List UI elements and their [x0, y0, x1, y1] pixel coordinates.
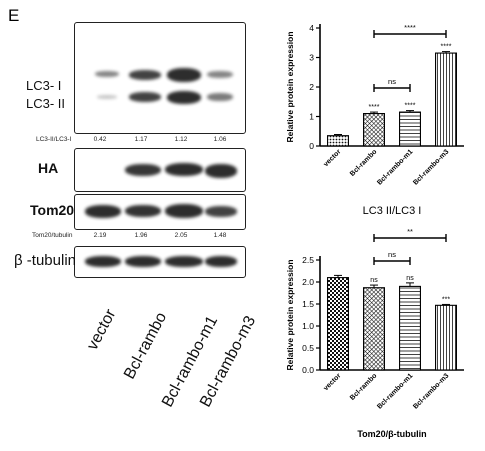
x-tick-label: Bcl-rambo-m3: [412, 372, 450, 410]
y-tick-label: 2.0: [302, 277, 314, 287]
ha-band-lane4: [205, 164, 237, 178]
bar: [327, 277, 349, 371]
x-tick-label: vector: [323, 372, 343, 392]
y-tick-label: 1: [309, 112, 314, 122]
lc3-i-label: LC3- I: [26, 78, 62, 93]
tom20-ratio-chart: 0.0 0.5 1.0 1.5 2.0 2.5 Relative protein expre…: [285, 228, 464, 439]
tubulin-band-lane2: [125, 256, 161, 267]
tom20-ratio-value: 2.19: [93, 232, 107, 239]
lc3-ii-band-lane4: [207, 93, 233, 101]
ha-label: HA: [38, 160, 59, 176]
ha-band-lane2: [125, 164, 161, 176]
panel-letter: E: [8, 6, 20, 25]
y-tick-label: 4: [309, 23, 314, 33]
x-tick-label: Bcl-rambo: [349, 148, 378, 177]
significance-label: ****: [441, 44, 452, 51]
tom20-ratio-label: Tom20/tubulin: [32, 232, 73, 239]
x-axis-label: Tom20/β-tubulin: [357, 429, 426, 439]
lane-label: vector: [84, 306, 120, 353]
y-axis-label: Relative protein expression: [285, 259, 295, 370]
x-tick-label: Bcl-rambo-m3: [412, 148, 450, 186]
y-axis-label: Relative protein expression: [285, 31, 295, 142]
tom20-band-lane3: [165, 204, 203, 218]
x-tick-label: Bcl-rambo: [349, 372, 378, 401]
lc3-ii-band-lane2: [129, 92, 161, 102]
y-tick-label: 0: [309, 141, 314, 151]
lane-label: Bcl-rambo: [121, 309, 171, 382]
tubulin-label: β -tubulin: [14, 252, 76, 269]
bar: [399, 285, 421, 371]
bar: [435, 52, 457, 147]
lc3-blot: [74, 22, 246, 134]
significance-label: ns: [370, 277, 378, 284]
bar: [399, 111, 421, 147]
bar: [363, 113, 385, 147]
x-tick-label: Bcl-rambo-m1: [376, 148, 414, 186]
tom20-ratio-value: 1.48: [213, 232, 227, 239]
x-axis-label: LC3 II/LC3 I: [363, 205, 422, 217]
bar: [435, 304, 457, 371]
tubulin-band-lane1: [85, 256, 121, 267]
comparison-label: ****: [404, 23, 416, 32]
lc3-ii-label: LC3- II: [26, 96, 66, 111]
bar: [327, 135, 349, 147]
x-tick-label: Bcl-rambo-m1: [376, 372, 414, 410]
y-tick-label: 0.0: [302, 365, 314, 375]
bar: [363, 287, 385, 371]
tom20-band-lane2: [125, 205, 161, 217]
comparison-label: ns: [388, 250, 396, 259]
y-tick-label: 2: [309, 82, 314, 92]
tom20-label: Tom20: [30, 202, 75, 218]
significance-label: ***: [442, 296, 450, 303]
lc3-ratio-value: 0.42: [93, 136, 107, 143]
lc3-i-band-lane1: [95, 71, 119, 77]
significance-label: ns: [406, 275, 414, 282]
tubulin-band-lane3: [165, 256, 203, 267]
significance-label: ****: [369, 104, 380, 111]
lc3-ratio-chart: 0 1 2 3 4 Relative protein expression vector **…: [285, 23, 464, 217]
tom20-band-lane1: [85, 205, 121, 218]
lc3-i-band-lane3: [167, 68, 201, 82]
tom20-band-lane4: [205, 206, 237, 217]
y-tick-label: 2.5: [302, 255, 314, 265]
lc3-ratio-value: 1.12: [174, 136, 188, 143]
lc3-ii-band-lane3: [167, 91, 201, 104]
y-tick-label: 1.5: [302, 299, 314, 309]
lc3-ii-band-lane1: [97, 95, 117, 99]
lc3-ratio-value: 1.06: [213, 136, 227, 143]
y-tick-label: 3: [309, 53, 314, 63]
tom20-blot: [74, 194, 246, 230]
tom20-ratio-value: 1.96: [134, 232, 148, 239]
lc3-i-band-lane2: [129, 70, 161, 80]
lc3-ratio-value: 1.17: [134, 136, 148, 143]
lc3-ratio-label: LC3-II/LC3-I: [36, 136, 72, 143]
significance-label: ****: [405, 103, 416, 110]
y-tick-label: 1.0: [302, 321, 314, 331]
x-tick-label: vector: [323, 148, 343, 168]
tubulin-blot: [74, 246, 246, 278]
ha-band-lane3: [165, 163, 203, 176]
comparison-label: ns: [388, 77, 396, 86]
comparison-label: **: [407, 228, 413, 236]
lc3-i-band-lane4: [207, 71, 233, 78]
tubulin-band-lane4: [205, 256, 237, 267]
tom20-ratio-value: 2.05: [174, 232, 188, 239]
ha-blot: [74, 148, 246, 192]
y-tick-label: 0.5: [302, 343, 314, 353]
